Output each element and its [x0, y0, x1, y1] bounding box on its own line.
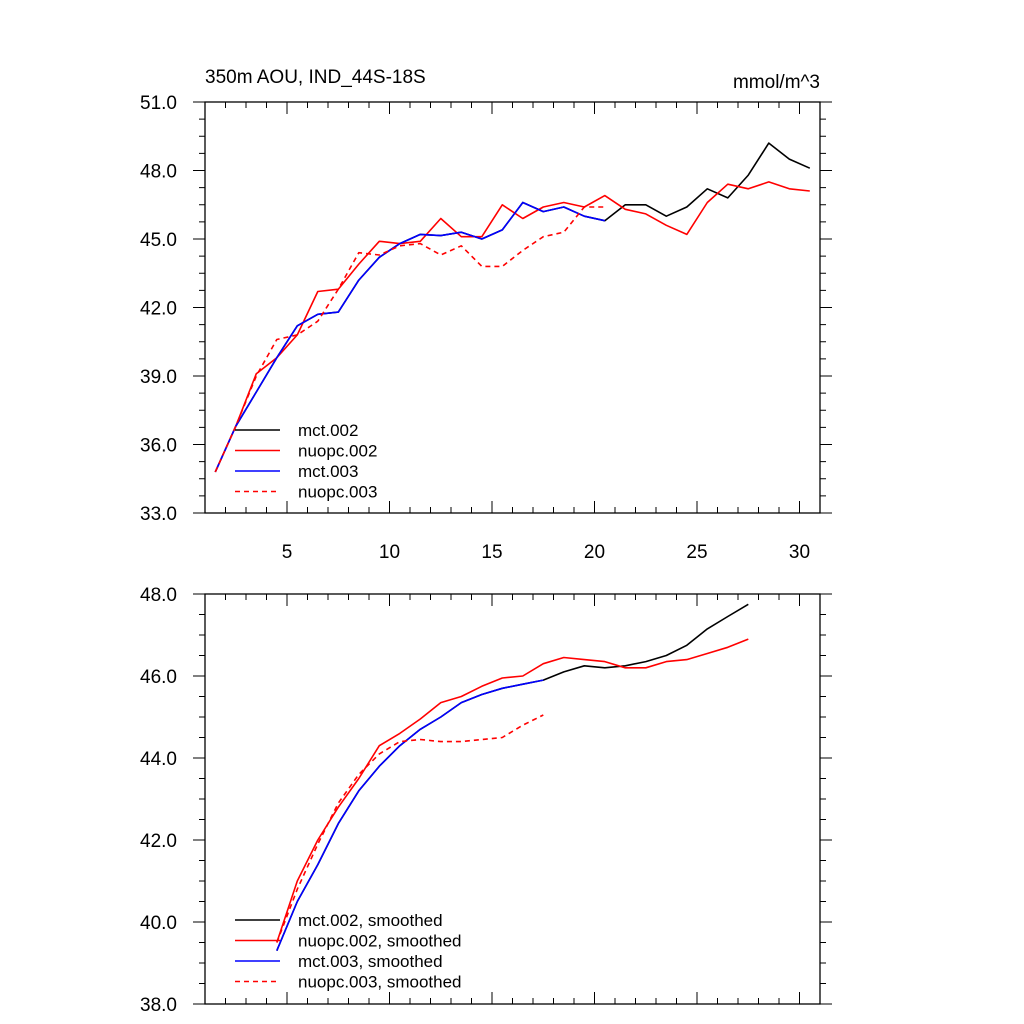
series-line-nuopc-002-smoothed [276, 638, 749, 943]
units-label: mmol/m^3 [733, 72, 820, 93]
y-tick-label: 48.0 [140, 585, 177, 606]
series-line-nuopc-002 [214, 181, 810, 473]
bottom-panel-legend: mct.002, smoothed nuopc.002, smoothedmct.… [235, 911, 462, 992]
series-line-mct-002-smoothed [276, 603, 749, 952]
y-tick-label: 46.0 [140, 667, 177, 688]
x-tick-label: 30 [789, 542, 810, 563]
x-tick-label: 25 [686, 542, 707, 563]
y-tick-label: 51.0 [140, 93, 177, 114]
series-line-nuopc-003 [214, 206, 605, 473]
bottom-panel-frame [204, 593, 821, 1005]
legend-label: mct.002, smoothed [298, 911, 443, 930]
bottom-panel: 38.0 40.0 42.0 44.0 46.0 48.0 mct.002, smooth… [140, 585, 832, 1016]
series-line-mct-003-smoothed [276, 679, 544, 952]
x-tick-label: 15 [481, 542, 502, 563]
x-tick-label: 5 [282, 542, 293, 563]
legend-label: nuopc.003 [298, 483, 377, 502]
legend-label: nuopc.002 [298, 442, 377, 461]
y-tick-label: 38.0 [140, 995, 177, 1016]
y-tick-label: 44.0 [140, 749, 177, 770]
top-panel-ticks: 5 10 15 20 25 30 33.0 36.0 39.0 42.0 45.0 48.0 51.0 [140, 93, 832, 563]
y-tick-label: 45.0 [140, 230, 177, 251]
x-tick-label: 10 [379, 542, 400, 563]
top-panel-series [214, 142, 811, 473]
top-panel: 350m AOU, IND_44S-18S mmol/m^3 5 10 15 20 25… [140, 67, 832, 563]
legend-label: nuopc.002, smoothed [298, 932, 462, 951]
bottom-panel-ticks: 38.0 40.0 42.0 44.0 46.0 48.0 [140, 585, 832, 1016]
series-line-mct-003 [214, 201, 605, 473]
y-tick-label: 36.0 [140, 436, 177, 457]
y-tick-label: 33.0 [140, 504, 177, 525]
top-panel-frame [204, 101, 821, 514]
y-tick-label: 42.0 [140, 299, 177, 320]
chart-title: 350m AOU, IND_44S-18S [205, 67, 426, 88]
series-line-nuopc-003-smoothed [276, 714, 544, 943]
bottom-panel-series [276, 603, 749, 952]
x-tick-label: 20 [584, 542, 605, 563]
y-tick-label: 42.0 [140, 831, 177, 852]
legend-label: mct.003 [298, 462, 358, 481]
y-tick-label: 39.0 [140, 367, 177, 388]
y-tick-label: 40.0 [140, 913, 177, 934]
legend-label: nuopc.003, smoothed [298, 973, 462, 992]
legend-label: mct.003, smoothed [298, 952, 443, 971]
legend-label: mct.002 [298, 421, 358, 440]
y-tick-label: 48.0 [140, 162, 177, 183]
